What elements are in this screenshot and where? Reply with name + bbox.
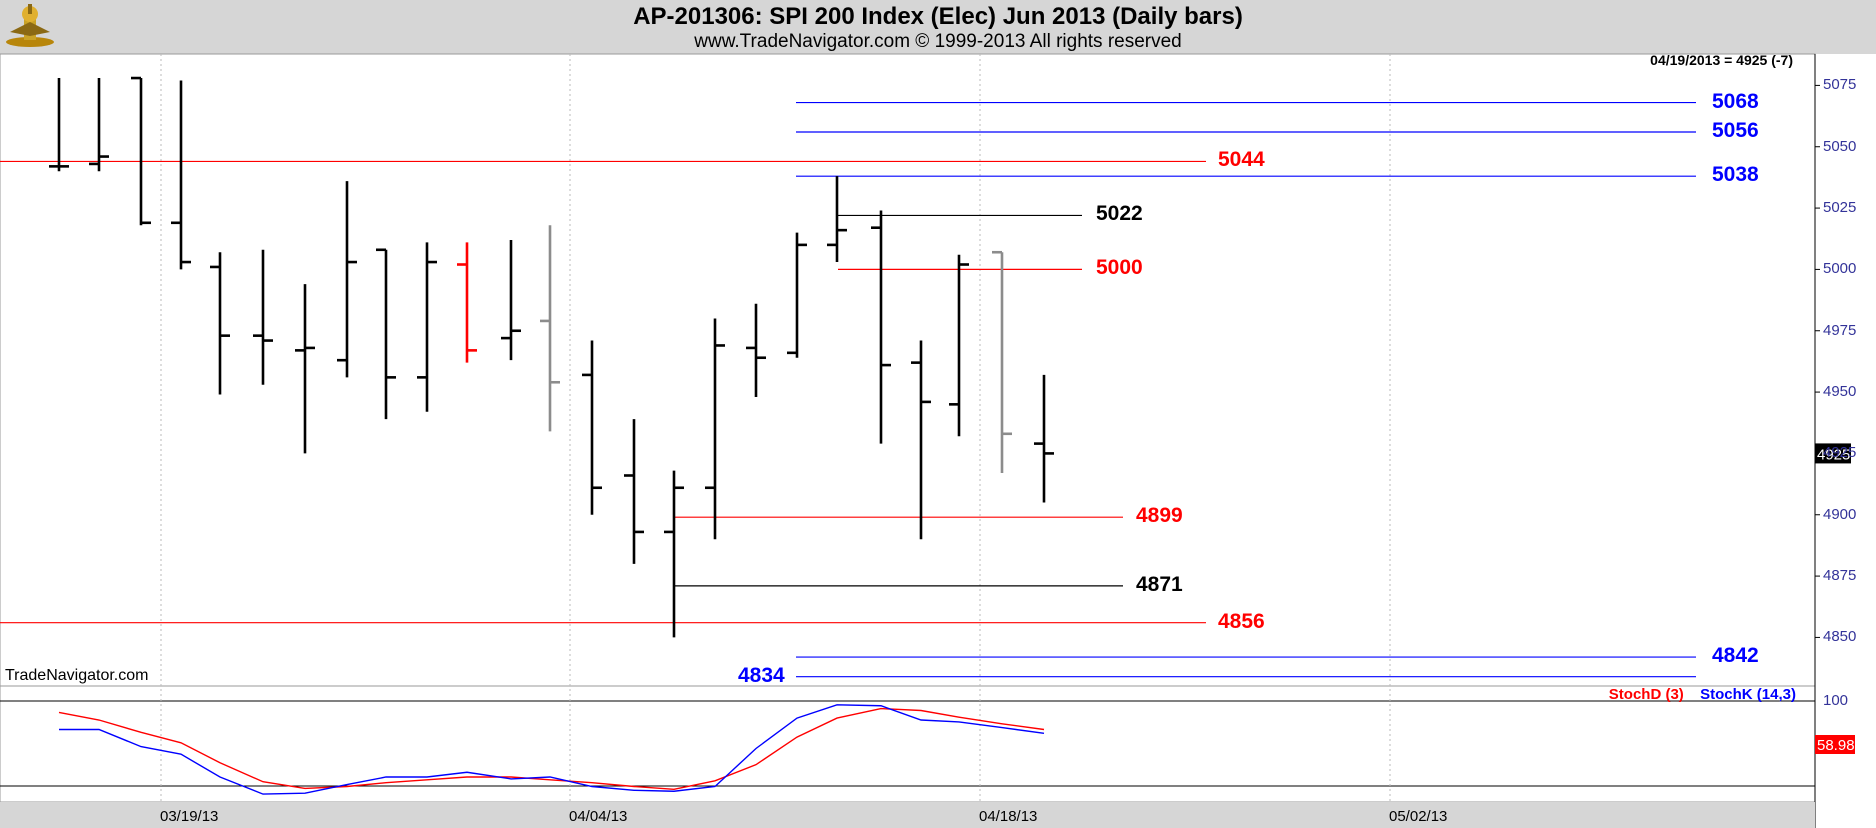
ohlc-bar: [417, 242, 437, 412]
chart-subtitle: www.TradeNavigator.com © 1999-2013 All r…: [694, 31, 1182, 52]
ohlc-bar: [911, 340, 931, 540]
x-axis-band: [0, 802, 1815, 828]
level-label: 4899: [1136, 504, 1183, 528]
chart-header: AP-201306: SPI 200 Index (Elec) Jun 2013…: [0, 0, 1876, 54]
level-label: 4856: [1218, 609, 1265, 633]
chart-frame: [0, 53, 1816, 828]
ohlc-bar: [871, 210, 891, 444]
stoch-series-line: [58, 707, 1045, 791]
ohlc-bar: [376, 248, 396, 420]
ohlc-bar: [49, 78, 69, 172]
stoch-d-legend: StochD (3): [1608, 686, 1684, 703]
level-lines: [0, 101, 1696, 678]
ohlc-bar: [992, 250, 1012, 474]
ohlc-bar: [1034, 374, 1054, 503]
stoch-y-tick-label: 100: [1823, 692, 1849, 709]
price-panel: [0, 53, 1816, 687]
level-label: 4834: [738, 663, 785, 687]
level-label: 5000: [1096, 256, 1143, 280]
stochastic-lines: [58, 704, 1045, 795]
ohlc-bar: [540, 225, 560, 432]
price-tags: 4925 58.98: [1815, 443, 1855, 754]
y-tick-label: 5000: [1823, 260, 1857, 278]
chart-title: AP-201306: SPI 200 Index (Elec) Jun 2013…: [633, 3, 1243, 30]
x-tick-label: 04/18/13: [979, 808, 1038, 825]
ohlc-bar: [89, 78, 109, 172]
x-tick-label: 05/02/13: [1389, 808, 1448, 825]
ohlc-bar: [949, 254, 969, 437]
y-tick-label: 4925: [1823, 444, 1857, 462]
stochastic-legend: StochD (3) StochK (14,3): [1609, 686, 1796, 703]
y-tick-label: 5025: [1823, 199, 1857, 217]
current-price-tag-box: [1815, 443, 1851, 464]
y-tick-label: 4850: [1823, 628, 1857, 646]
y-tick-label: 4950: [1823, 383, 1857, 401]
x-tick-label: 03/19/13: [160, 808, 219, 825]
ohlc-bar: [337, 181, 357, 378]
y-tick-label: 5075: [1823, 76, 1857, 94]
ohlc-bar: [131, 76, 151, 226]
y-tick-label: 4975: [1823, 321, 1857, 339]
stoch-tag-text: 58.98: [1817, 737, 1855, 754]
watermark-text: TradeNavigator.com: [5, 667, 149, 684]
ohlc-bar: [664, 470, 684, 638]
stochastic-panel: [0, 685, 1816, 803]
ohlc-bar: [501, 239, 521, 361]
ohlc-bar: [787, 232, 807, 358]
ohlc-bar: [827, 176, 847, 263]
level-label: 4842: [1712, 644, 1759, 668]
x-tick-label: 04/04/13: [569, 808, 628, 825]
trade-navigator-logo-icon: [2, 2, 58, 50]
ohlc-bar: [295, 284, 315, 454]
level-label: 5022: [1096, 202, 1143, 226]
ohlc-bar: [457, 242, 477, 363]
level-label: 5068: [1712, 89, 1759, 113]
stoch-tag-box: [1815, 735, 1855, 754]
ohlc-bar: [705, 318, 725, 540]
ohlc-bar: [582, 340, 602, 515]
ohlc-bars: [49, 76, 1054, 638]
ohlc-bar: [210, 252, 230, 395]
level-label: 5044: [1218, 148, 1265, 172]
level-label: 5056: [1712, 119, 1759, 143]
stoch-series-line: [59, 704, 1045, 795]
y-tick-label: 4900: [1823, 505, 1857, 523]
stoch-k-legend: StochK (14,3): [1700, 686, 1796, 703]
ohlc-bar: [746, 303, 766, 397]
ohlc-bar: [624, 419, 644, 564]
current-price-tag-text: 4925: [1817, 446, 1850, 463]
y-tick-label: 4875: [1823, 567, 1857, 585]
ohlc-bar: [171, 80, 191, 270]
ohlc-bar: [253, 249, 273, 385]
y-tick-label: 5050: [1823, 137, 1857, 155]
level-label: 5038: [1712, 163, 1759, 187]
last-price-readout: 04/19/2013 = 4925 (-7): [1650, 52, 1793, 68]
level-label: 4871: [1136, 572, 1183, 596]
